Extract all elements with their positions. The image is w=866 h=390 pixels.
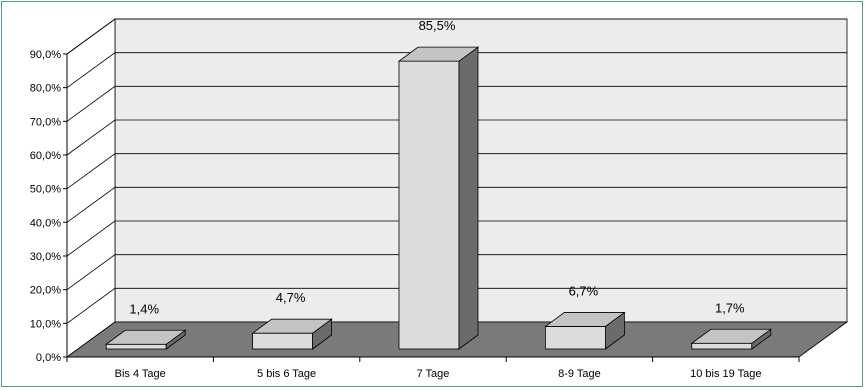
bar-front bbox=[105, 343, 167, 350]
bar-front bbox=[691, 342, 753, 350]
gridline bbox=[66, 220, 847, 257]
gridline bbox=[66, 18, 847, 55]
gridline bbox=[66, 254, 847, 290]
y-tick-label: 90,0% bbox=[30, 49, 61, 61]
bars bbox=[104, 46, 773, 350]
data-label: 1,4% bbox=[129, 301, 159, 316]
gridline bbox=[66, 153, 847, 189]
data-label: 4,7% bbox=[276, 290, 306, 305]
gridline bbox=[66, 85, 847, 122]
y-tick-label: 40,0% bbox=[30, 217, 61, 229]
x-tick-label: 8-9 Tage bbox=[558, 368, 601, 380]
x-axis: Bis 4 Tage 5 bis 6 Tage 7 Tage 8-9 Tage 10 b… bbox=[66, 356, 800, 380]
data-label: 1,7% bbox=[715, 300, 745, 315]
data-labels: 1,4% 4,7% 85,5% 6,7% 1,7% bbox=[129, 18, 745, 316]
bar-5 bbox=[690, 328, 773, 350]
data-label: 85,5% bbox=[419, 18, 456, 33]
gridline bbox=[66, 119, 847, 156]
bar-top bbox=[104, 329, 187, 345]
y-tick-label: 10,0% bbox=[30, 318, 61, 330]
bar-top bbox=[251, 318, 333, 334]
x-tick-label: 5 bis 6 Tage bbox=[257, 368, 316, 380]
gridline bbox=[66, 52, 847, 88]
back-wall bbox=[114, 18, 848, 323]
y-tick-label: 30,0% bbox=[30, 251, 61, 263]
y-tick-label: 70,0% bbox=[30, 116, 61, 128]
x-tick-label: 10 bis 19 Tage bbox=[690, 368, 761, 380]
data-label: 6,7% bbox=[569, 283, 599, 298]
bar-top bbox=[544, 312, 626, 327]
x-tick-label: 7 Tage bbox=[417, 368, 450, 380]
bar-front bbox=[545, 326, 606, 350]
bar-2 bbox=[251, 318, 333, 350]
bar-side bbox=[458, 46, 479, 350]
bar-4 bbox=[544, 311, 626, 350]
y-tick-label: 80,0% bbox=[30, 83, 61, 95]
x-tick-label: Bis 4 Tage bbox=[115, 368, 166, 380]
bar-front bbox=[398, 60, 460, 350]
y-tick-label: 50,0% bbox=[30, 184, 61, 196]
gridline bbox=[66, 186, 847, 223]
y-tick-label: 60,0% bbox=[30, 150, 61, 162]
bar-top bbox=[690, 328, 773, 344]
y-tick-label: 20,0% bbox=[30, 285, 61, 297]
bar-front bbox=[252, 332, 314, 350]
y-axis: 0,0% 10,0% 20,0% 30,0% 40,0% 50,0% 60,0% 70,0% 8… bbox=[30, 49, 68, 364]
gridline bbox=[66, 287, 847, 324]
bar-1 bbox=[104, 329, 187, 350]
y-tick-label: 0,0% bbox=[36, 352, 61, 364]
bar-3 bbox=[397, 46, 480, 350]
gridlines bbox=[66, 18, 847, 324]
bar-top bbox=[397, 46, 480, 62]
